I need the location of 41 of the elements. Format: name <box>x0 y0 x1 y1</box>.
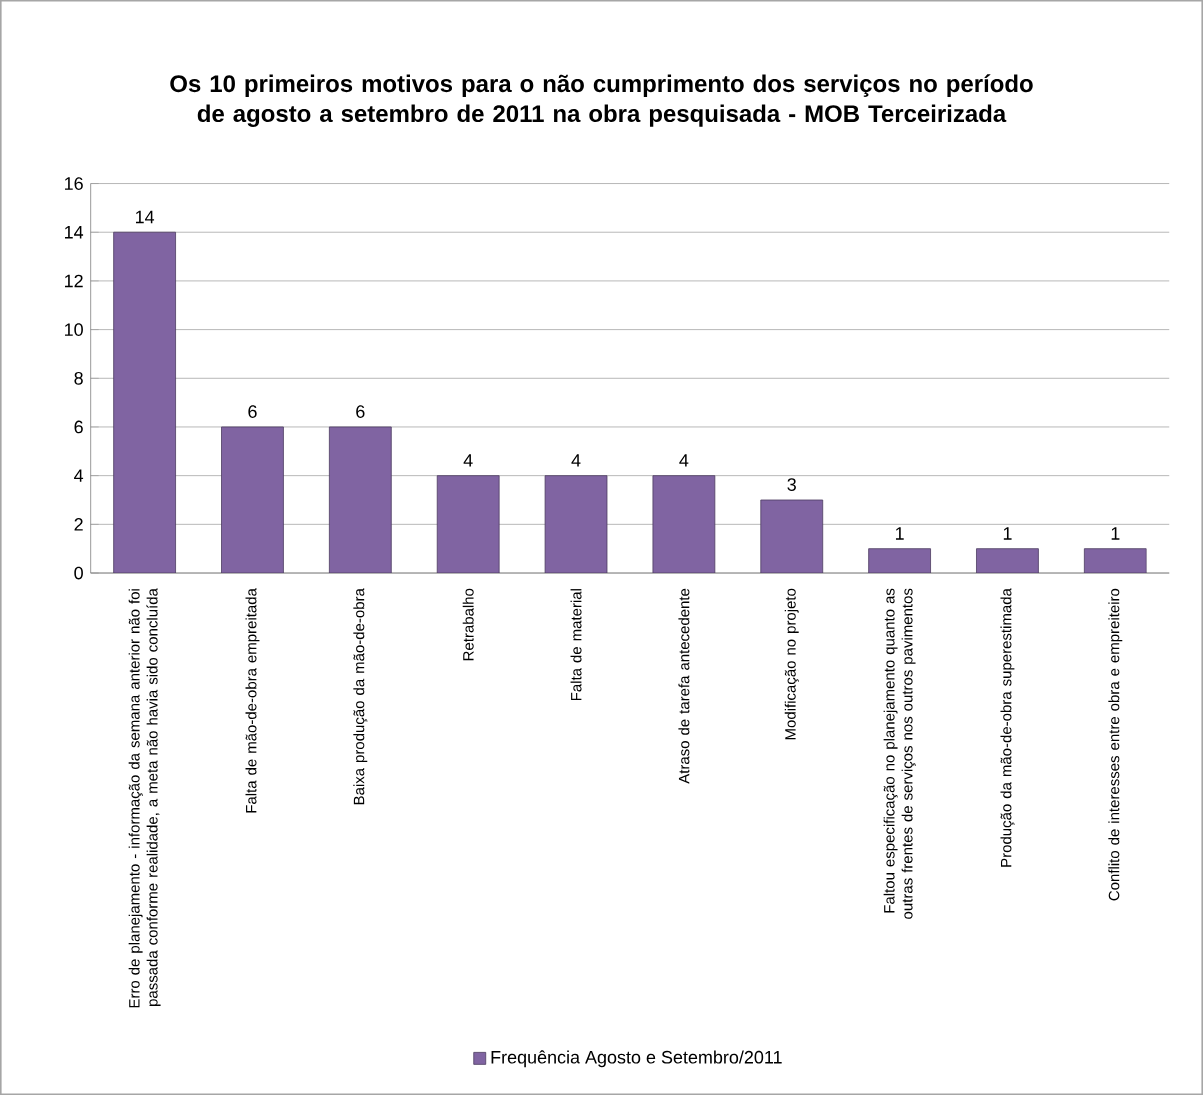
bar <box>1083 548 1147 573</box>
y-tick-label: 16 <box>65 177 83 190</box>
x-tick-label: Retrabalho <box>462 588 474 661</box>
bar <box>868 548 931 573</box>
x-tick-label: Modificação no projeto <box>784 588 799 740</box>
y-tick-label: 14 <box>65 225 84 239</box>
chart-title: Os 10 primeiros motivos para o não cumprimento dos serviços no período de agosto a setembro de 2011 na obra pesquisada - MOB Terceirizada <box>170 74 1033 127</box>
bar <box>328 426 392 573</box>
x-tick-label: Produção da mão-de-obra superestimada <box>1000 588 1015 867</box>
bar <box>221 426 284 573</box>
data-label: 4 <box>463 454 473 467</box>
y-tick-label: 0 <box>74 566 83 580</box>
data-label: 4 <box>571 454 581 467</box>
bar <box>113 231 176 573</box>
data-label: 14 <box>136 210 155 224</box>
y-tick-label: 12 <box>65 274 83 288</box>
x-tick-label: Baixa produção da mão-de-obra <box>353 588 368 805</box>
y-tick-label: 4 <box>74 469 84 482</box>
data-label: 1 <box>1111 527 1120 540</box>
data-label: 4 <box>679 454 689 467</box>
x-tick-label: Faltou especificação no planejamento quanto as outras frentes de serviços nos outros pavimentos <box>883 588 916 919</box>
y-tick-label: 8 <box>74 371 83 385</box>
data-label: 1 <box>895 527 904 540</box>
y-tick-label: 6 <box>74 420 83 434</box>
bar <box>544 475 608 573</box>
x-tick-label: Falta de material <box>570 589 582 701</box>
y-tick-label: 10 <box>65 323 83 336</box>
legend-label: Frequência Agosto e Setembro/2011 <box>491 1050 782 1068</box>
data-label: 3 <box>787 478 796 491</box>
bar <box>436 475 500 573</box>
bar <box>760 499 824 573</box>
x-tick-label: Conflito de interesses entre obra e empreiteiro <box>1108 588 1123 901</box>
data-label: 6 <box>356 405 365 418</box>
x-tick-label: Falta de mão-de-obra empreitada <box>245 588 260 813</box>
bar <box>976 548 1039 573</box>
x-tick-label: Erro de planejamento - informação da semana anterior não foi passada conforme realidade, a meta não havia sido concluída <box>128 588 161 1008</box>
x-tick-label: Atraso de tarefa antecedente <box>678 588 690 784</box>
y-tick-label: 2 <box>74 517 83 531</box>
bar <box>652 475 716 573</box>
data-label: 6 <box>248 405 257 418</box>
data-label: 1 <box>1003 527 1012 540</box>
